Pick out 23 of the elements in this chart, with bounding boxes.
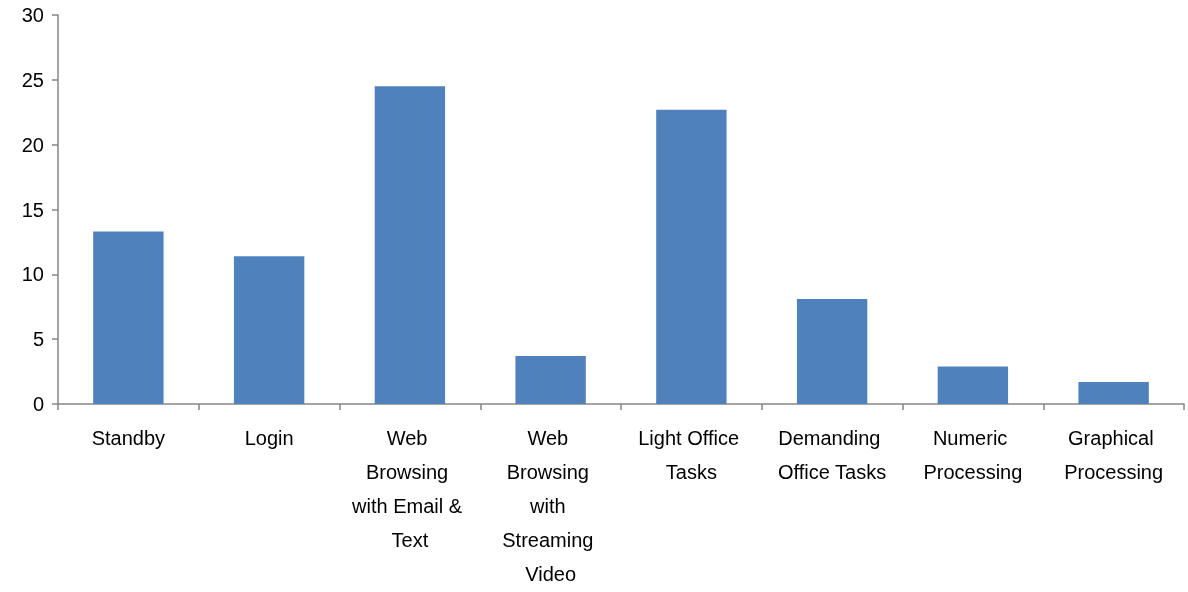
bar (656, 109, 727, 404)
bar (374, 86, 446, 404)
bar (233, 256, 305, 404)
y-tick-label: 5 (32, 328, 44, 351)
x-tick-label: Standby (91, 427, 166, 449)
x-tick-label: Demanding Office Tasks (778, 427, 887, 483)
bar (93, 231, 164, 404)
y-tick-label: 25 (21, 68, 44, 91)
bar (796, 298, 868, 404)
bar (937, 366, 1009, 404)
x-tick-label: Web Browsing with Streaming Video (502, 427, 599, 585)
y-tick-label: 30 (21, 4, 44, 26)
y-tick-label: 20 (21, 133, 44, 156)
x-tick-label: Web Browsing with Email & Text (351, 427, 468, 551)
y-tick-label: 0 (32, 393, 44, 415)
x-tick-label: Numeric Processing (923, 427, 1023, 483)
x-tick-label: Graphical Processing (1064, 427, 1164, 483)
bar (515, 356, 586, 404)
y-tick-label: 10 (21, 263, 44, 286)
x-tick-label: Light Office Tasks (638, 427, 745, 483)
y-tick-label: 15 (21, 198, 44, 221)
x-tick-label: Login (244, 427, 294, 449)
bar (1078, 381, 1149, 404)
